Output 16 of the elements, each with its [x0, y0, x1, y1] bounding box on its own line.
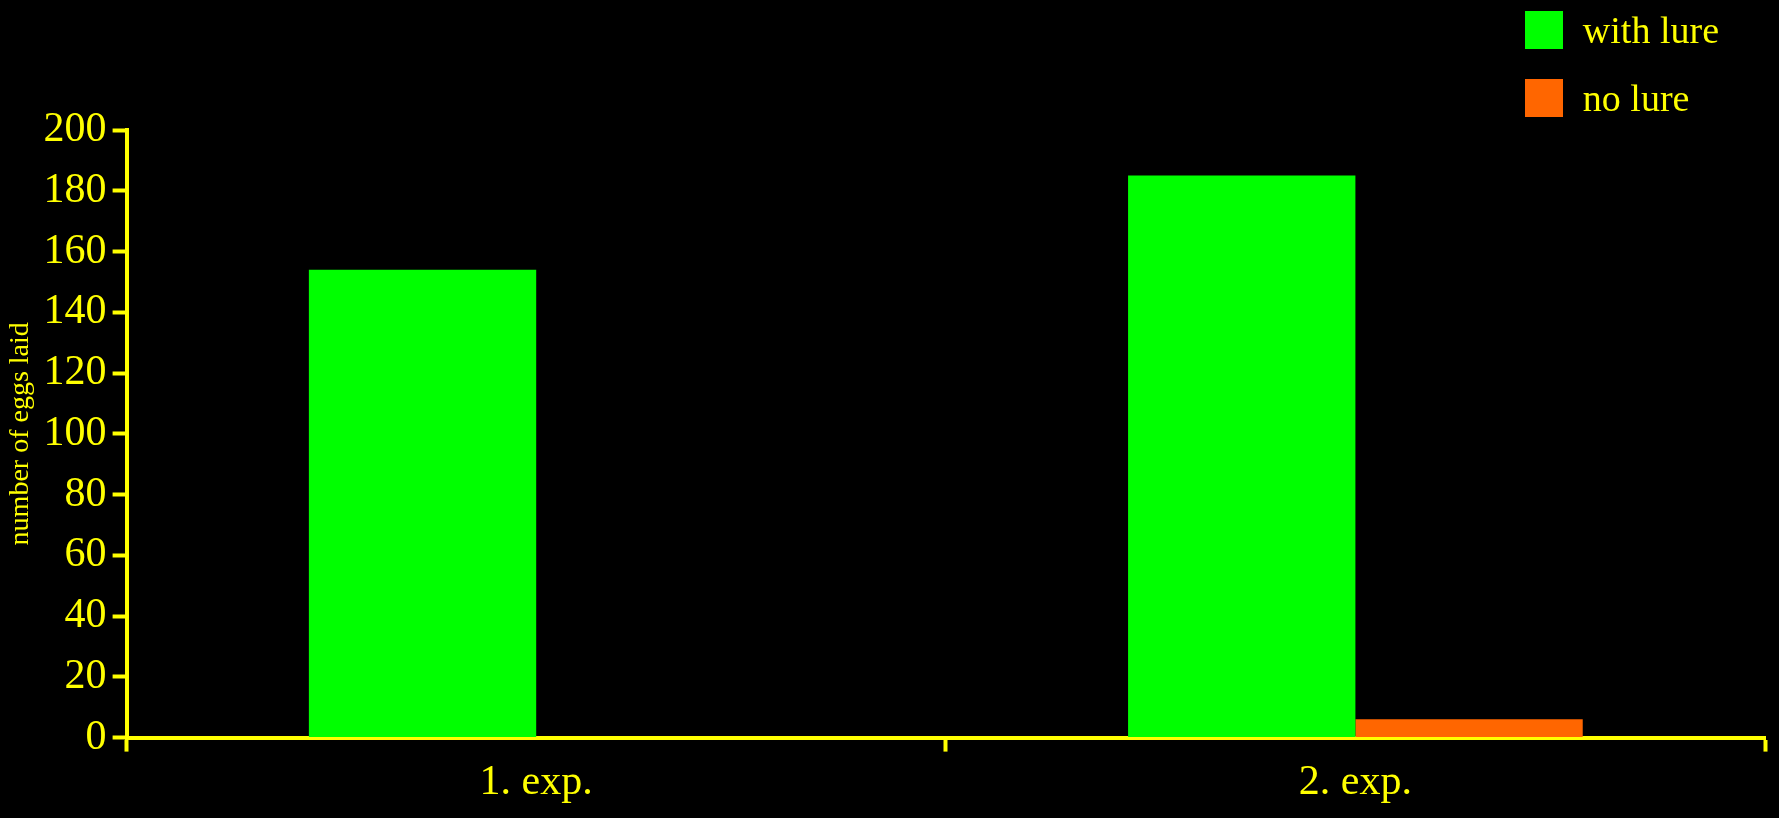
y-tick-label: 80 [64, 468, 107, 515]
x-tick-label: 1. exp. [479, 756, 593, 803]
legend-label: no lure [1582, 76, 1690, 120]
y-tick-label: 140 [43, 286, 107, 333]
y-tick-label: 0 [85, 711, 107, 758]
legend-label: with lure [1582, 8, 1719, 52]
y-tick-label: 200 [43, 104, 107, 151]
x-tick-label: 2. exp. [1298, 756, 1412, 803]
y-tick-label: 60 [64, 529, 107, 576]
y-tick-label: 100 [43, 407, 107, 454]
y-tick-label: 160 [43, 225, 107, 272]
y-tick-label: 20 [64, 650, 107, 697]
y-tick-label: 120 [43, 347, 107, 394]
y-tick-label: 180 [43, 164, 107, 211]
y-tick-label: 40 [64, 590, 107, 637]
y-axis-title: number of eggs laid [3, 322, 35, 546]
